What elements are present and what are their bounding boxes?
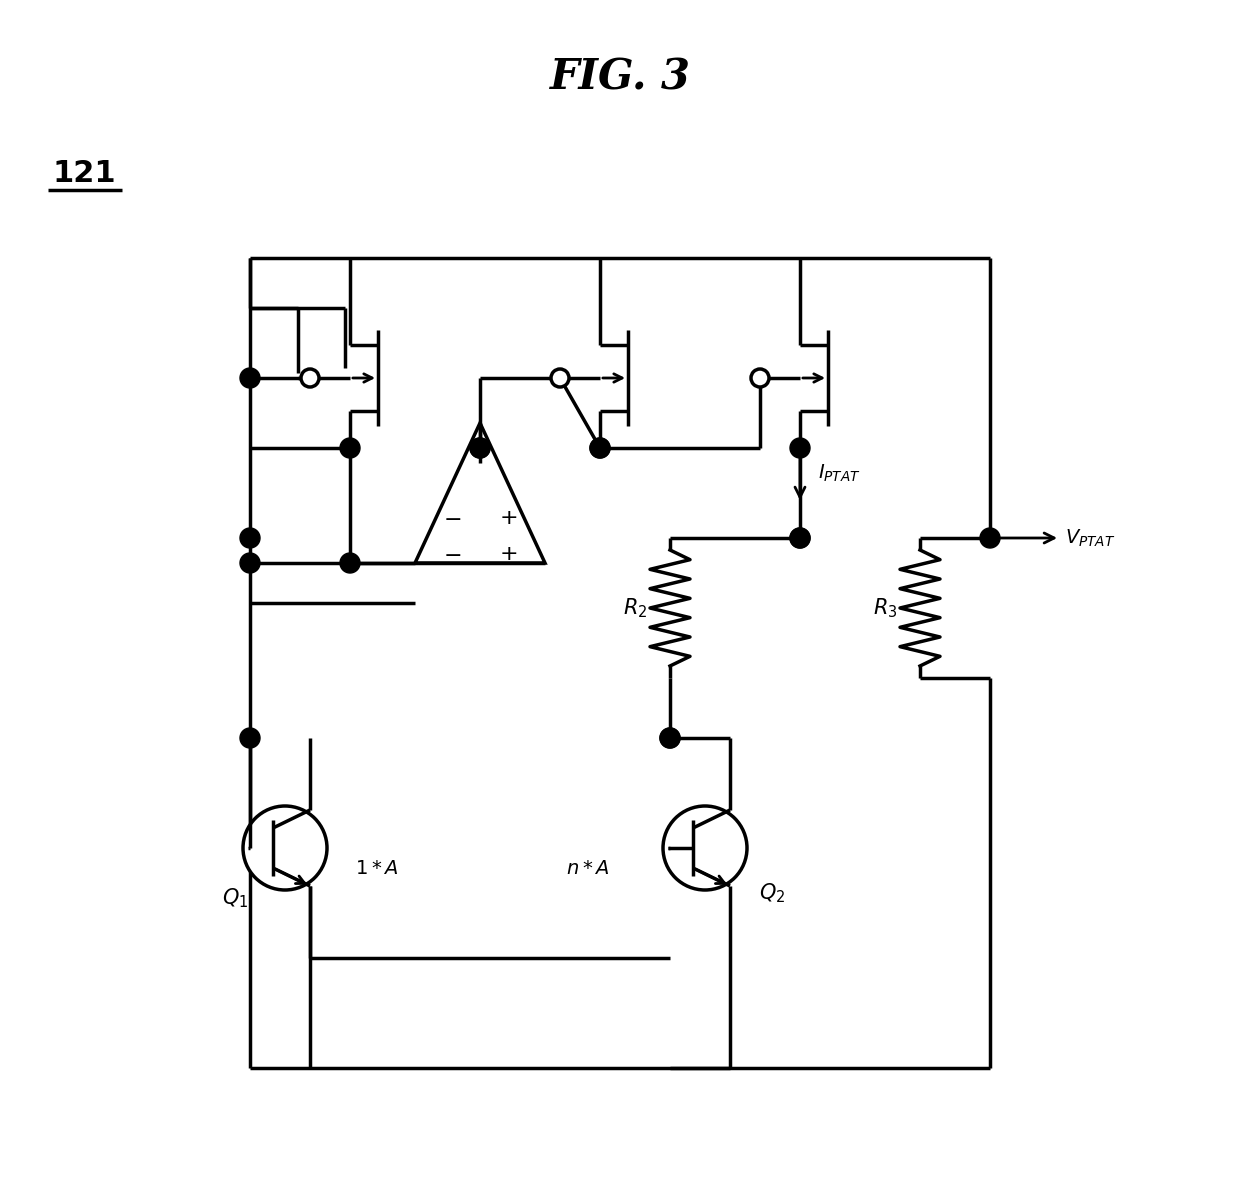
Circle shape [790,528,810,547]
Text: $-$: $-$ [443,508,461,527]
Circle shape [663,806,746,890]
Text: $R_3$: $R_3$ [873,597,898,619]
Circle shape [241,728,260,748]
Text: $n*A$: $n*A$ [567,859,610,877]
Circle shape [470,438,490,458]
Circle shape [660,728,680,748]
Text: $Q_1$: $Q_1$ [222,887,248,909]
Text: $+$: $+$ [498,508,517,527]
Text: $V_{PTAT}$: $V_{PTAT}$ [1065,527,1116,549]
Circle shape [241,368,260,388]
Circle shape [980,528,999,547]
Text: $-$: $-$ [443,544,461,564]
Text: $I_{PTAT}$: $I_{PTAT}$ [818,462,861,484]
Circle shape [590,438,610,458]
Circle shape [301,369,319,387]
Circle shape [790,528,810,547]
Text: 121: 121 [52,158,115,188]
Text: FIG. 3: FIG. 3 [549,58,691,99]
Circle shape [243,806,327,890]
Circle shape [241,553,260,573]
Circle shape [751,369,769,387]
Text: $+$: $+$ [498,544,517,564]
Circle shape [660,728,680,748]
Circle shape [790,438,810,458]
Circle shape [551,369,569,387]
Circle shape [340,553,360,573]
Circle shape [590,438,610,458]
Text: $R_2$: $R_2$ [622,597,647,619]
Circle shape [241,528,260,547]
Circle shape [340,438,360,458]
Text: $Q_2$: $Q_2$ [759,882,785,904]
Circle shape [470,438,490,458]
Text: $1*A$: $1*A$ [355,859,399,877]
